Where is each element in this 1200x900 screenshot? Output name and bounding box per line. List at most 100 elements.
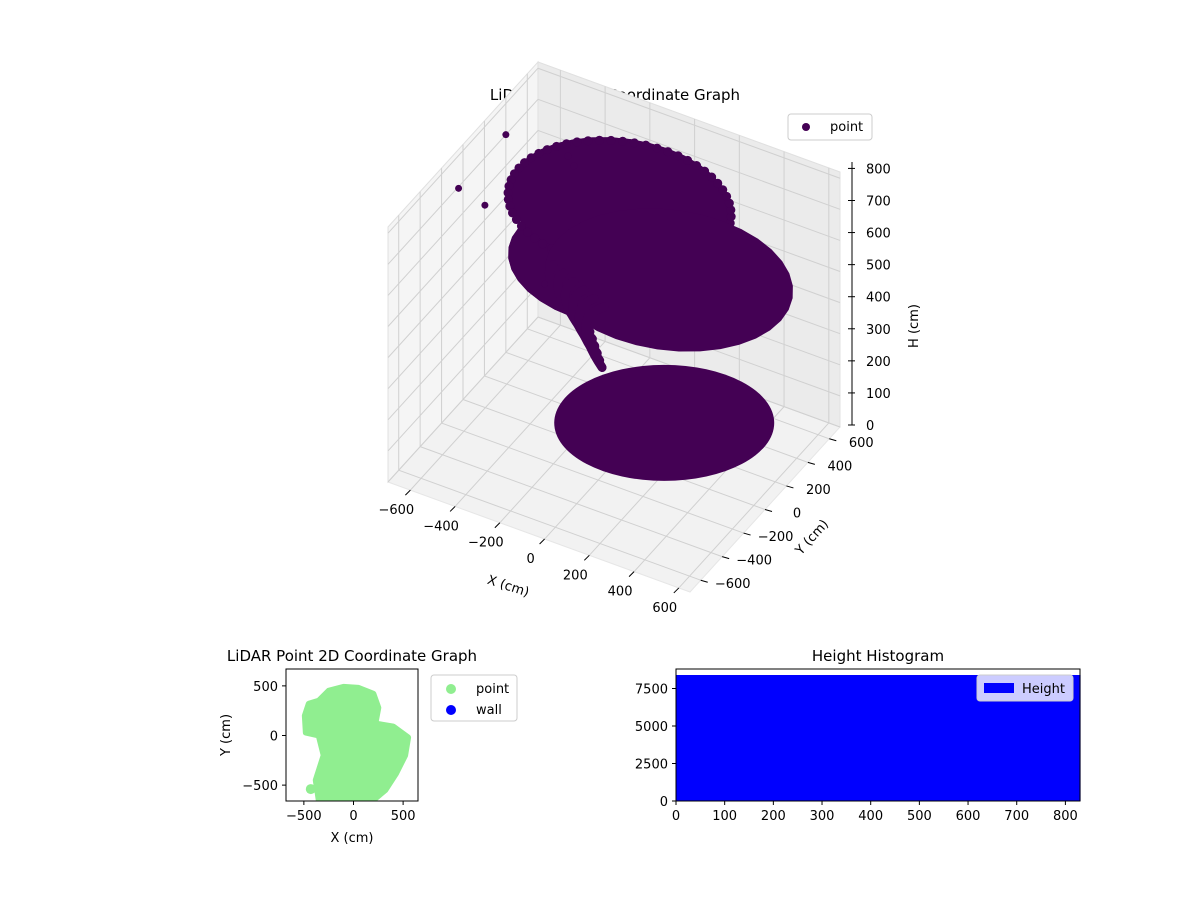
histogram-bar [812,675,818,801]
arc-streak [581,302,609,373]
x-tick-mark [628,571,635,577]
legend-2d: point wall [430,674,518,722]
grid-line-z [387,98,539,265]
histogram-bar [972,675,979,801]
x-tick-label: −200 [468,536,504,551]
ring-point [534,148,544,158]
grid-line-z [387,254,539,421]
histogram-bar [685,675,692,801]
histogram-bar [1041,675,1047,801]
histogram-bar [797,675,804,801]
histogram-bar [817,675,823,801]
histogram-bar [860,675,867,801]
y-axis-label-2d: Y (cm) [219,714,234,757]
ring-point [618,136,628,146]
x-tick-label-2d: 0 [349,809,357,824]
histogram-bars [676,675,1081,801]
ring-point [538,239,548,249]
ring-point [552,141,562,151]
y-tick-label: 0 [793,507,801,522]
histogram-bar [753,675,760,801]
histogram-bar [1016,675,1023,801]
legend-3d-marker [802,123,810,131]
grid-line-y [441,422,744,534]
ring-point [561,139,571,149]
ring-point [692,161,702,171]
x-tick-mark [673,587,680,594]
histogram-bar [1026,675,1032,801]
legend-histogram-box [976,674,1074,702]
histogram-bar [919,675,925,801]
z-tick-label: 500 [866,259,891,274]
histogram-bar [778,675,784,801]
histogram-title: Height Histogram [812,647,944,665]
y-tick-mark [807,461,815,465]
y-tick-mark [700,579,708,583]
outlier-point [541,280,549,288]
x-tick-label-hist: 200 [761,809,786,824]
ring-point [542,145,552,155]
point-cloud-region [301,683,412,801]
histogram-bar [968,675,974,801]
histogram-bar [705,675,711,801]
ring-point [583,136,593,146]
y-tick-label-2d: 500 [253,680,278,695]
ring-point [641,140,651,150]
legend-3d-box [787,113,873,141]
histogram-bar [676,675,682,801]
ring-point [652,143,662,153]
histogram-bar [1031,675,1037,801]
histogram-bar [948,675,955,801]
y-tick-mark [722,556,730,560]
histogram-bar [1002,675,1008,801]
histogram-bar [768,675,774,801]
histogram-bar [826,675,833,801]
histogram-bar [1045,675,1052,801]
ring-point [505,201,515,211]
ring-point [726,205,736,215]
histogram-bar [836,675,843,801]
outlier-point [502,131,510,139]
legend-2d-wall-marker [446,705,456,715]
y-tick-label-hist: 0 [660,795,668,810]
histogram-frame [675,668,1081,802]
ring-point [504,181,514,191]
x-tick-label: 200 [563,568,588,583]
legend-3d-label: point [830,120,863,135]
x-axis-label-2d: X (cm) [331,831,374,846]
chart-2d: LiDAR Point 2D Coordinate Graph −500 0 500… [219,647,518,846]
grid-line-z [387,130,539,296]
histogram-bar [822,675,828,801]
histogram-bar [909,675,916,801]
histogram-bar [690,675,697,801]
z-tick-label: 300 [866,323,891,338]
z-tick-label: 800 [866,162,891,177]
x-tick-mark [494,522,501,529]
x-tick-mark [583,554,590,561]
histogram-bar [851,675,857,801]
x-tick-label-hist: 500 [907,809,932,824]
histogram-bar [787,675,794,801]
y-tick-mark [786,485,794,489]
histogram-bar [929,675,935,801]
histogram-bar [890,675,896,801]
y-tick-mark [764,509,773,512]
ring-point [726,212,736,222]
histogram-bar [783,675,789,801]
histogram-bar [719,675,726,801]
ring-point [594,135,604,145]
ring-point [572,137,582,147]
histogram-bar [1050,675,1057,801]
histogram-bar [953,675,959,801]
histogram-bar [904,675,911,801]
histogram-bar [831,675,838,801]
x-tick-label-2d: −500 [286,809,322,824]
x-axis-label: X (cm) [485,573,531,601]
dome-base [545,208,793,352]
histogram-bar [1065,675,1071,801]
histogram-bar [914,675,920,801]
ring-point [523,227,533,237]
z-tick-label: 600 [866,227,891,242]
histogram-bar [982,675,989,801]
histogram-bar [899,675,906,801]
